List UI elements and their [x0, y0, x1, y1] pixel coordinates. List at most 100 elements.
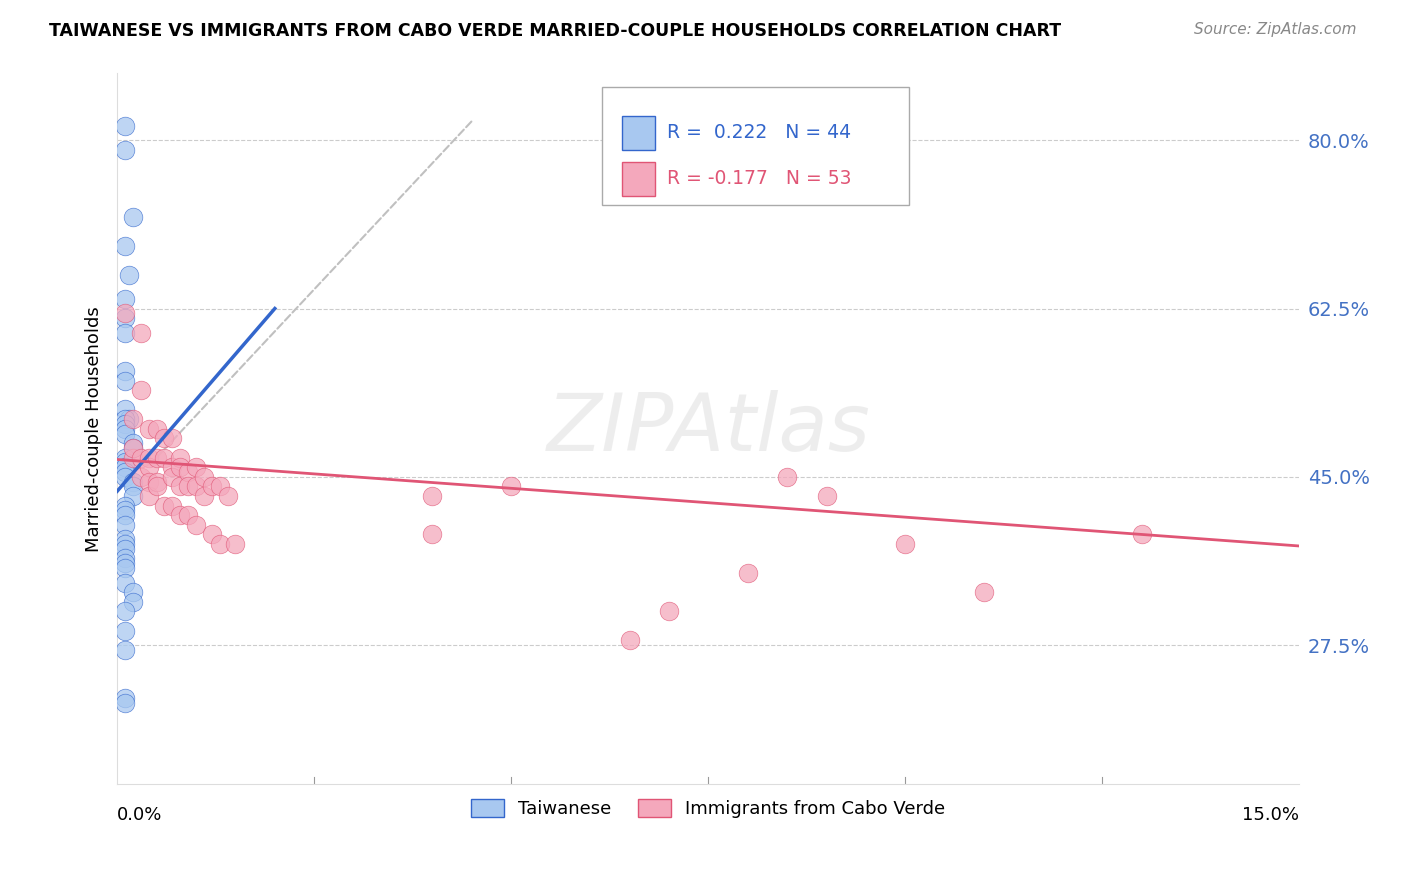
Point	[129, 326, 152, 340]
Point	[114, 239, 136, 253]
Point	[184, 517, 207, 532]
Point	[114, 412, 136, 426]
Point	[145, 422, 167, 436]
Point	[114, 143, 136, 157]
Point	[114, 402, 136, 417]
Point	[129, 383, 152, 397]
Point	[153, 499, 176, 513]
Point	[169, 460, 191, 475]
Point	[894, 537, 917, 551]
FancyBboxPatch shape	[621, 162, 655, 196]
Point	[122, 450, 145, 465]
Point	[114, 311, 136, 326]
Point	[122, 489, 145, 503]
Point	[114, 455, 136, 469]
Point	[114, 690, 136, 705]
Point	[217, 489, 239, 503]
Text: R = -0.177   N = 53: R = -0.177 N = 53	[666, 169, 852, 188]
Point	[138, 475, 160, 489]
Text: 0.0%: 0.0%	[117, 805, 163, 823]
Point	[114, 643, 136, 657]
Point	[114, 426, 136, 441]
Point	[138, 489, 160, 503]
Point	[114, 624, 136, 638]
Point	[162, 431, 184, 445]
Point	[145, 475, 167, 489]
Point	[208, 537, 231, 551]
Y-axis label: Married-couple Households: Married-couple Households	[86, 306, 103, 551]
Point	[114, 557, 136, 571]
Point	[224, 537, 246, 551]
Point	[114, 292, 136, 306]
Point	[658, 604, 681, 618]
Point	[114, 465, 136, 479]
Point	[114, 517, 136, 532]
Point	[114, 508, 136, 523]
Point	[973, 585, 995, 599]
Text: R =  0.222   N = 44: R = 0.222 N = 44	[666, 123, 851, 142]
Point	[114, 696, 136, 710]
Point	[184, 460, 207, 475]
Point	[114, 119, 136, 133]
Point	[114, 450, 136, 465]
Point	[815, 489, 838, 503]
Point	[114, 422, 136, 436]
Point	[122, 210, 145, 224]
Point	[114, 417, 136, 431]
Point	[177, 508, 200, 523]
Point	[122, 475, 145, 489]
Point	[118, 268, 141, 282]
Point	[145, 450, 167, 465]
FancyBboxPatch shape	[621, 116, 655, 150]
Point	[162, 499, 184, 513]
Point	[208, 479, 231, 493]
Point	[776, 470, 799, 484]
Point	[422, 489, 444, 503]
Point	[619, 633, 641, 648]
FancyBboxPatch shape	[602, 87, 910, 204]
Point	[193, 489, 215, 503]
Point	[122, 479, 145, 493]
Point	[122, 441, 145, 455]
Point	[184, 479, 207, 493]
Point	[501, 479, 523, 493]
Point	[122, 412, 145, 426]
Point	[138, 450, 160, 465]
Text: Source: ZipAtlas.com: Source: ZipAtlas.com	[1194, 22, 1357, 37]
Point	[129, 470, 152, 484]
Point	[114, 604, 136, 618]
Point	[177, 479, 200, 493]
Point	[138, 422, 160, 436]
Point	[122, 595, 145, 609]
Point	[118, 412, 141, 426]
Point	[114, 537, 136, 551]
Point	[177, 465, 200, 479]
Point	[193, 470, 215, 484]
Point	[114, 541, 136, 556]
Point	[114, 499, 136, 513]
Point	[114, 533, 136, 547]
Point	[114, 575, 136, 590]
Point	[422, 527, 444, 541]
Point	[169, 450, 191, 465]
Point	[122, 585, 145, 599]
Text: TAIWANESE VS IMMIGRANTS FROM CABO VERDE MARRIED-COUPLE HOUSEHOLDS CORRELATION CH: TAIWANESE VS IMMIGRANTS FROM CABO VERDE …	[49, 22, 1062, 40]
Point	[122, 441, 145, 455]
Text: 15.0%: 15.0%	[1243, 805, 1299, 823]
Point	[114, 561, 136, 575]
Point	[169, 479, 191, 493]
Point	[145, 479, 167, 493]
Point	[1130, 527, 1153, 541]
Point	[737, 566, 759, 580]
Point	[169, 508, 191, 523]
Point	[114, 503, 136, 517]
Text: ZIPAtlas: ZIPAtlas	[547, 390, 870, 467]
Point	[114, 551, 136, 566]
Point	[114, 470, 136, 484]
Point	[122, 436, 145, 450]
Legend: Taiwanese, Immigrants from Cabo Verde: Taiwanese, Immigrants from Cabo Verde	[464, 792, 953, 825]
Point	[162, 460, 184, 475]
Point	[114, 374, 136, 388]
Point	[153, 450, 176, 465]
Point	[201, 527, 224, 541]
